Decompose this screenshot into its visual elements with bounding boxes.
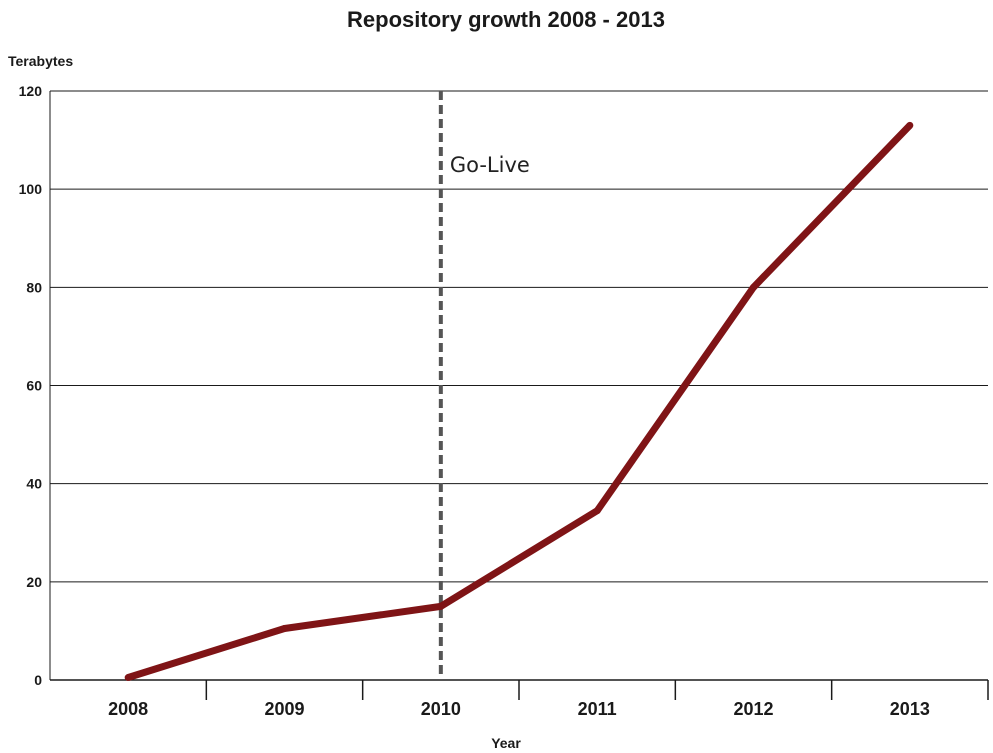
data-point: [906, 121, 914, 129]
x-axis: [49, 91, 989, 700]
y-tick-label: 40: [26, 476, 42, 492]
y-tick-label: 20: [26, 574, 42, 590]
x-axis-title: Year: [491, 735, 521, 751]
data-point: [437, 602, 445, 610]
y-tick-labels: 0 20 40 60 80 100 120: [19, 83, 43, 688]
series-line: [127, 122, 913, 681]
x-tick-label: 2010: [421, 699, 461, 719]
y-tick-label: 80: [26, 279, 42, 295]
x-tick-label: 2008: [108, 699, 148, 719]
x-tick-labels: 2008 2009 2010 2011 2012 2013: [108, 699, 930, 719]
data-point: [124, 674, 132, 682]
go-live-marker: Go-Live: [438, 91, 530, 680]
y-tick-label: 0: [34, 672, 42, 688]
go-live-label: Go-Live: [450, 153, 530, 177]
data-point: [593, 507, 601, 515]
x-tick-label: 2012: [733, 699, 773, 719]
data-point: [750, 283, 757, 291]
grid: [50, 90, 988, 681]
y-axis-title: Terabytes: [8, 53, 73, 69]
y-tick-label: 120: [19, 83, 43, 99]
y-tick-label: 100: [19, 181, 43, 197]
x-tick-label: 2009: [264, 699, 304, 719]
series: [124, 121, 914, 682]
y-tick-label: 60: [26, 378, 42, 394]
data-point: [281, 624, 288, 632]
x-tick-label: 2013: [890, 699, 930, 719]
x-tick-label: 2011: [578, 699, 617, 719]
chart-title: Repository growth 2008 - 2013: [347, 7, 665, 32]
